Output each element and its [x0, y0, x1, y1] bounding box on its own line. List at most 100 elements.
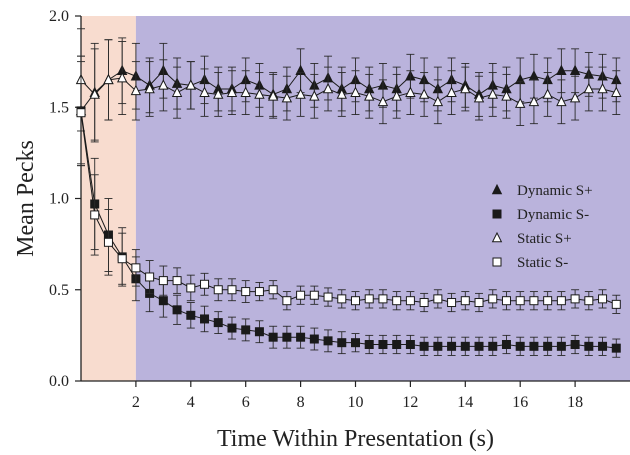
data-point [378, 294, 388, 304]
data-point [117, 254, 127, 264]
data-point [405, 86, 416, 97]
data-point [501, 90, 512, 101]
data-point [103, 237, 113, 247]
data-point [597, 82, 608, 94]
data-point [185, 79, 197, 90]
data-point [186, 283, 196, 293]
axes: 0.0 0.5 1.0 1.5 2.0 2 4 6 8 10 12 14 16 18 [49, 8, 630, 411]
data-point [336, 88, 347, 99]
x-axis-title: Time Within Presentation (s) [217, 426, 494, 452]
data-point [556, 64, 567, 76]
data-point [569, 64, 581, 76]
data-point [556, 95, 567, 107]
data-point [529, 341, 539, 351]
data-point [405, 340, 415, 349]
data-point [227, 285, 237, 295]
data-point [419, 298, 429, 308]
data-point [295, 88, 306, 99]
legend-marker [491, 183, 503, 195]
data-point [213, 285, 223, 295]
data-point [351, 338, 360, 348]
data-point [226, 86, 238, 97]
data-point [227, 323, 237, 333]
series-line [80, 69, 617, 112]
legend-label: Static S- [517, 255, 568, 271]
data-point [144, 82, 155, 94]
data-point [391, 90, 402, 101]
series-layer [75, 28, 622, 358]
data-point [487, 88, 498, 99]
data-point [282, 296, 292, 306]
data-point [447, 298, 457, 308]
data-point [364, 340, 374, 349]
x-tick-label: 6 [242, 394, 250, 411]
data-point [419, 341, 429, 351]
data-point [89, 88, 100, 99]
y-axis-title: Mean Pecks [13, 140, 39, 257]
data-point [267, 90, 279, 101]
data-point [172, 305, 182, 315]
data-point [570, 340, 580, 349]
data-point [432, 95, 444, 107]
y-tick-label: 0.5 [49, 282, 69, 299]
data-point [501, 296, 511, 306]
legend-marker [492, 257, 502, 267]
x-tick-label: 8 [297, 394, 305, 411]
data-point [611, 343, 621, 353]
y-tick-label: 1.5 [49, 99, 69, 116]
data-point [145, 272, 155, 282]
data-point [268, 332, 278, 342]
data-point [405, 296, 415, 306]
data-point [543, 296, 553, 306]
data-point [514, 97, 526, 108]
data-point [447, 341, 457, 351]
legend-label: Static S+ [517, 231, 572, 247]
data-point [378, 340, 388, 349]
data-point [515, 341, 525, 351]
data-point [296, 332, 306, 342]
x-tick-label: 2 [132, 394, 140, 411]
data-point [364, 90, 375, 101]
data-point [460, 82, 471, 94]
data-point [199, 86, 210, 97]
data-point [350, 86, 361, 97]
series-line [80, 112, 617, 305]
data-point [90, 210, 100, 220]
data-point [583, 82, 595, 94]
data-point [76, 108, 86, 118]
data-point [158, 79, 169, 90]
y-tick-label: 0.0 [49, 373, 69, 390]
data-point [433, 341, 443, 351]
data-point [172, 276, 182, 286]
data-point [611, 86, 622, 97]
data-point [200, 279, 210, 289]
data-point [186, 310, 196, 320]
x-tick-label: 4 [187, 394, 195, 411]
x-tick-label: 12 [402, 394, 418, 411]
data-point [200, 314, 210, 324]
data-point [392, 340, 402, 349]
data-point [392, 296, 402, 306]
x-tick-label: 16 [512, 394, 528, 411]
data-point [268, 285, 278, 295]
data-point [254, 88, 265, 99]
data-point [158, 276, 168, 286]
data-point [598, 341, 608, 351]
data-point [309, 90, 320, 101]
x-tick-label: 14 [457, 394, 473, 411]
data-point [130, 84, 142, 96]
data-point [611, 299, 621, 309]
legend-label: Dynamic S+ [517, 183, 593, 199]
data-point [213, 318, 223, 328]
data-point [241, 287, 251, 297]
data-point [296, 290, 306, 300]
data-point [556, 341, 566, 351]
data-point [171, 86, 183, 97]
data-point [501, 340, 511, 349]
data-point [528, 95, 540, 107]
data-point [556, 296, 566, 306]
data-point [543, 341, 553, 351]
data-point [158, 296, 168, 306]
series-3 [75, 28, 622, 141]
